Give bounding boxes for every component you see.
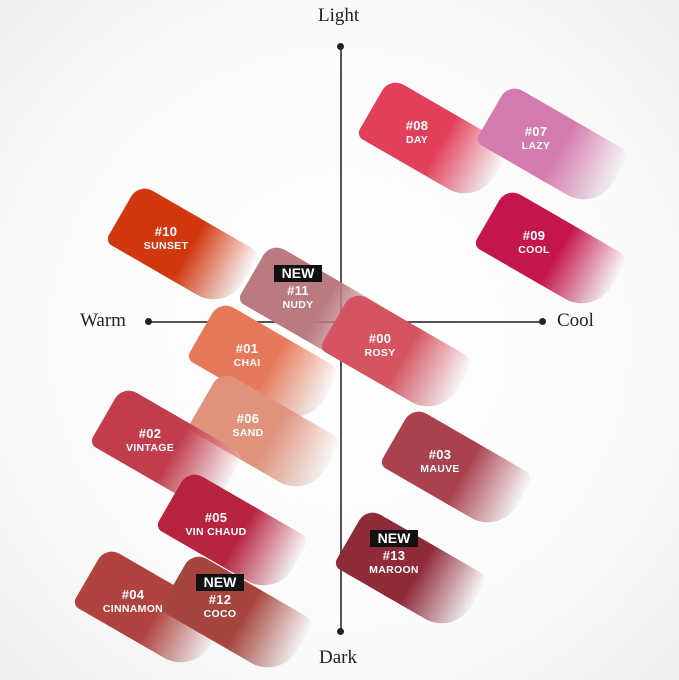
shade-name: COCO [203, 608, 237, 620]
axis-label-light: Light [318, 5, 360, 26]
shade-number: #06 [236, 411, 260, 426]
axis-dot-right [539, 318, 546, 325]
axis-dot-top [337, 43, 344, 50]
shade-number: #11 [287, 283, 309, 298]
shade-name: VINTAGE [126, 442, 174, 454]
shade-name: DAY [405, 134, 429, 146]
axis-label-warm: Warm [80, 310, 126, 331]
shade-name: MAUVE [420, 463, 460, 475]
axis-dot-left [145, 318, 152, 325]
shade-number: #07 [524, 124, 548, 139]
shade-name: SUNSET [143, 240, 189, 252]
axis-dot-bottom [337, 628, 344, 635]
shade-number: #03 [428, 447, 452, 462]
shade-number: #08 [405, 118, 429, 133]
axis-label-dark: Dark [319, 647, 357, 668]
shade-name: VIN CHAUD [185, 526, 247, 538]
shade-name: LAZY [521, 140, 551, 152]
new-badge: NEW [370, 530, 418, 547]
shade-number: #10 [154, 224, 178, 239]
shade-name: NUDY [282, 299, 314, 311]
shade-name: SAND [232, 427, 264, 439]
shade-name: CINNAMON [102, 603, 164, 615]
shade-name: CHAI [233, 357, 261, 369]
axis-label-cool: Cool [557, 310, 594, 331]
shade-number: #13 [382, 548, 406, 563]
shade-number: #00 [368, 331, 392, 346]
shade-number: #04 [121, 587, 145, 602]
shade-name: ROSY [364, 347, 396, 359]
shade-number: #01 [235, 341, 259, 356]
shade-number: #12 [208, 592, 232, 607]
shade-number: #02 [138, 426, 162, 441]
new-badge: NEW [274, 265, 322, 282]
shade-number: #05 [204, 510, 228, 525]
shade-number: #09 [522, 228, 546, 243]
new-badge: NEW [196, 574, 244, 591]
shade-name: COOL [518, 244, 550, 256]
shade-name: MAROON [369, 564, 419, 576]
